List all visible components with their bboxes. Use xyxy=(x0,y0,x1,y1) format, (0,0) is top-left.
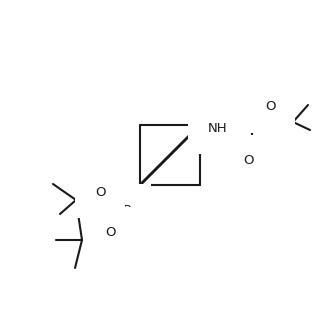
Text: O: O xyxy=(95,185,105,199)
Text: O: O xyxy=(265,101,275,114)
Text: NH: NH xyxy=(208,121,228,135)
Text: O: O xyxy=(243,154,253,168)
Text: B: B xyxy=(122,204,132,216)
Text: O: O xyxy=(105,226,115,240)
